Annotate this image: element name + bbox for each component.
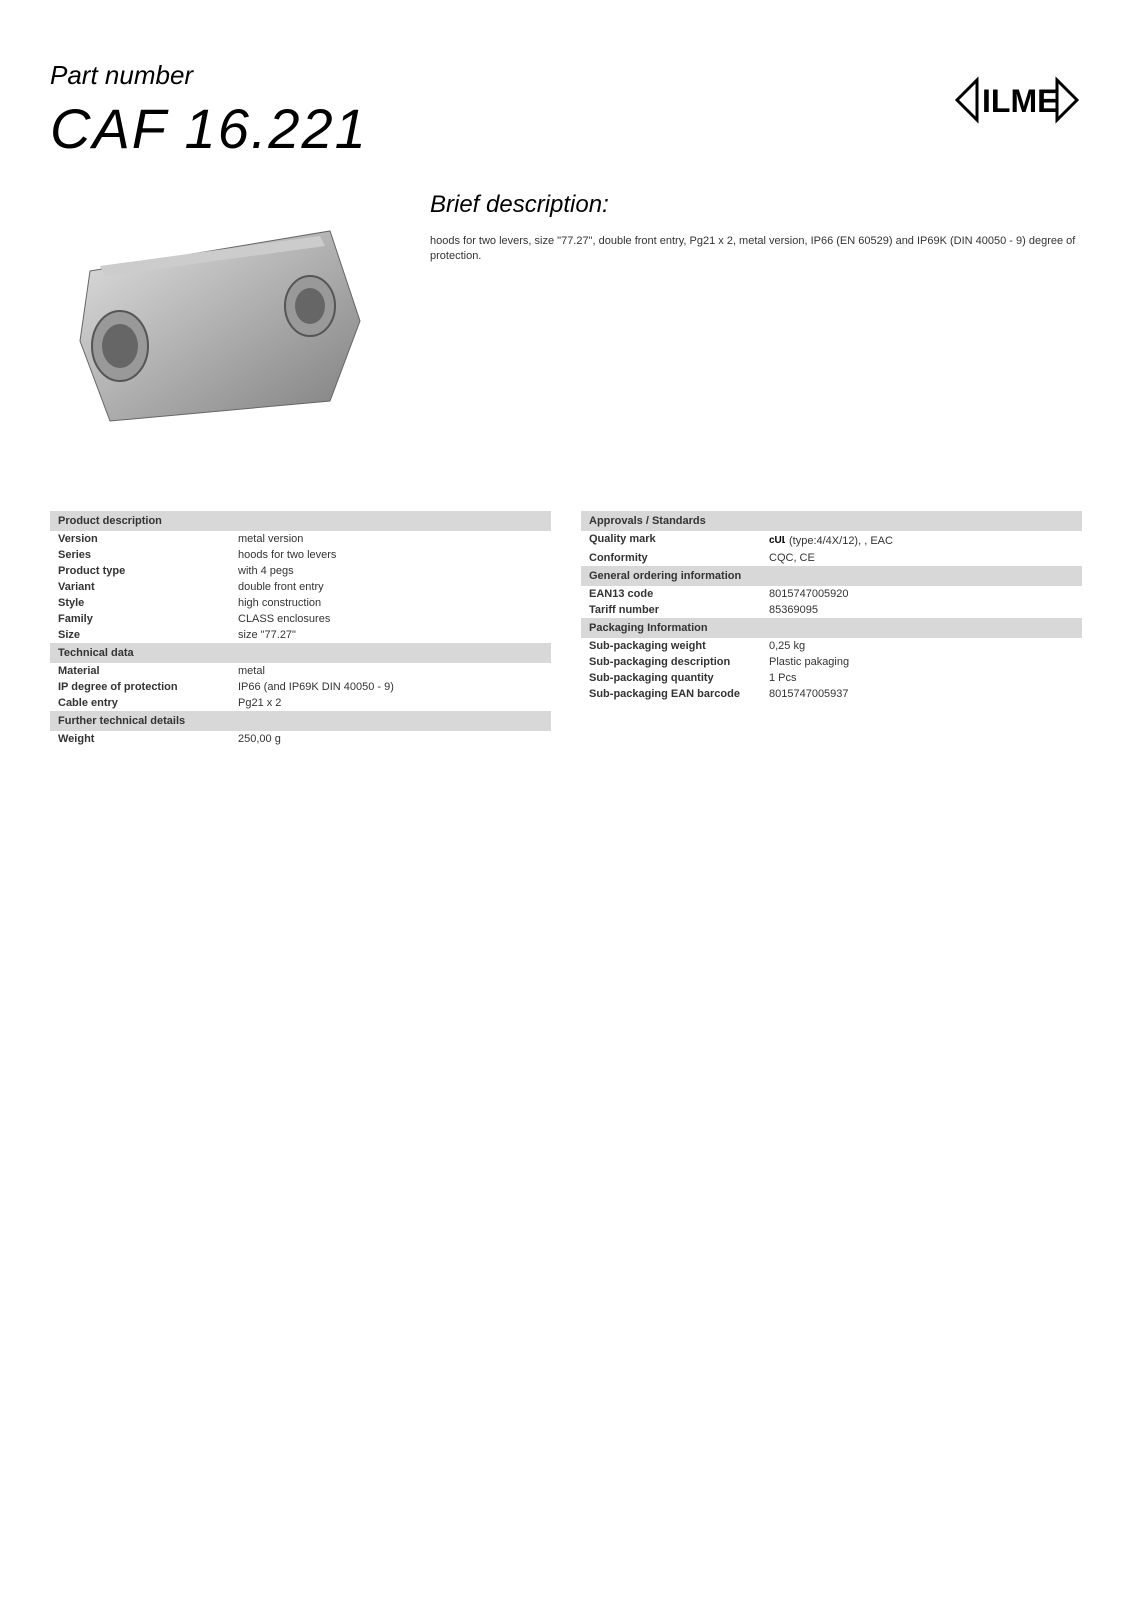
- data-row: Material metal: [50, 663, 551, 679]
- further-technical-rows: Weight 250,00 g: [50, 731, 551, 747]
- data-label: Family: [58, 613, 238, 625]
- brief-title: Brief description:: [430, 191, 1082, 219]
- data-label: Style: [58, 597, 238, 609]
- data-row: Conformity CQC, CE: [581, 550, 1082, 566]
- data-value: CQC, CE: [769, 552, 1074, 564]
- data-label: Product type: [58, 565, 238, 577]
- data-row: Sub-packaging EAN barcode 8015747005937: [581, 686, 1082, 702]
- data-row: Series hoods for two levers: [50, 547, 551, 563]
- data-row: Tariff number 85369095: [581, 602, 1082, 618]
- approvals-rows: Quality mark cULus (type:4/4X/12), , EAC…: [581, 531, 1082, 566]
- data-row: EAN13 code 8015747005920: [581, 586, 1082, 602]
- header-left: Part number CAF 16.221: [50, 60, 368, 161]
- data-value: cULus (type:4/4X/12), , EAC: [769, 533, 1074, 548]
- ul-mark-icon: cULus: [769, 533, 785, 548]
- data-value: high construction: [238, 597, 543, 609]
- data-row: Style high construction: [50, 595, 551, 611]
- right-column: Approvals / Standards Quality mark cULus…: [581, 511, 1082, 747]
- ordering-rows: EAN13 code 8015747005920 Tariff number 8…: [581, 586, 1082, 618]
- data-label: Series: [58, 549, 238, 561]
- data-value: 8015747005937: [769, 688, 1074, 700]
- data-label: Sub-packaging weight: [589, 640, 769, 652]
- part-number-value: CAF 16.221: [50, 96, 368, 161]
- data-label: Size: [58, 629, 238, 641]
- data-label: Variant: [58, 581, 238, 593]
- data-row: Family CLASS enclosures: [50, 611, 551, 627]
- section-header-ordering: General ordering information: [581, 566, 1082, 586]
- data-row: Version metal version: [50, 531, 551, 547]
- data-label: Tariff number: [589, 604, 769, 616]
- product-image: [50, 191, 390, 451]
- product-description-rows: Version metal version Series hoods for t…: [50, 531, 551, 643]
- data-label: Conformity: [589, 552, 769, 564]
- data-row: Sub-packaging weight 0,25 kg: [581, 638, 1082, 654]
- brief-text: hoods for two levers, size "77.27", doub…: [430, 234, 1082, 265]
- data-value: 0,25 kg: [769, 640, 1074, 652]
- data-value: 1 Pcs: [769, 672, 1074, 684]
- data-value: hoods for two levers: [238, 549, 543, 561]
- data-row: Weight 250,00 g: [50, 731, 551, 747]
- svg-text:ILME: ILME: [982, 83, 1058, 119]
- brief-section: Brief description: hoods for two levers,…: [430, 191, 1082, 451]
- header: Part number CAF 16.221 ILME: [50, 60, 1082, 161]
- data-label: IP degree of protection: [58, 681, 238, 693]
- data-value: Plastic pakaging: [769, 656, 1074, 668]
- data-row: Quality mark cULus (type:4/4X/12), , EAC: [581, 531, 1082, 550]
- data-label: Sub-packaging description: [589, 656, 769, 668]
- packaging-rows: Sub-packaging weight 0,25 kg Sub-packagi…: [581, 638, 1082, 702]
- data-label: Weight: [58, 733, 238, 745]
- data-value: size "77.27": [238, 629, 543, 641]
- data-value: IP66 (and IP69K DIN 40050 - 9): [238, 681, 543, 693]
- data-label: Version: [58, 533, 238, 545]
- section-header-further-technical: Further technical details: [50, 711, 551, 731]
- data-value: Pg21 x 2: [238, 697, 543, 709]
- data-row: Sub-packaging quantity 1 Pcs: [581, 670, 1082, 686]
- data-row: IP degree of protection IP66 (and IP69K …: [50, 679, 551, 695]
- data-row: Sub-packaging description Plastic pakagi…: [581, 654, 1082, 670]
- data-value: with 4 pegs: [238, 565, 543, 577]
- svg-text:cULus: cULus: [769, 535, 785, 545]
- content-row: Brief description: hoods for two levers,…: [50, 191, 1082, 451]
- data-row: Cable entry Pg21 x 2: [50, 695, 551, 711]
- data-label: EAN13 code: [589, 588, 769, 600]
- data-label: Cable entry: [58, 697, 238, 709]
- section-header-packaging: Packaging Information: [581, 618, 1082, 638]
- data-label: Sub-packaging quantity: [589, 672, 769, 684]
- left-column: Product description Version metal versio…: [50, 511, 551, 747]
- data-row: Size size "77.27": [50, 627, 551, 643]
- data-value: metal: [238, 665, 543, 677]
- section-header-technical-data: Technical data: [50, 643, 551, 663]
- data-label: Quality mark: [589, 533, 769, 548]
- data-row: Variant double front entry: [50, 579, 551, 595]
- technical-data-rows: Material metal IP degree of protection I…: [50, 663, 551, 711]
- quality-mark-text: (type:4/4X/12), , EAC: [789, 535, 893, 547]
- data-label: Sub-packaging EAN barcode: [589, 688, 769, 700]
- data-value: 8015747005920: [769, 588, 1074, 600]
- data-value: 250,00 g: [238, 733, 543, 745]
- data-value: 85369095: [769, 604, 1074, 616]
- data-value: CLASS enclosures: [238, 613, 543, 625]
- part-number-label: Part number: [50, 60, 368, 91]
- company-logo: ILME: [952, 70, 1082, 135]
- data-row: Product type with 4 pegs: [50, 563, 551, 579]
- data-label: Material: [58, 665, 238, 677]
- data-value: metal version: [238, 533, 543, 545]
- section-header-approvals: Approvals / Standards: [581, 511, 1082, 531]
- data-value: double front entry: [238, 581, 543, 593]
- tables-row: Product description Version metal versio…: [50, 511, 1082, 747]
- section-header-product-description: Product description: [50, 511, 551, 531]
